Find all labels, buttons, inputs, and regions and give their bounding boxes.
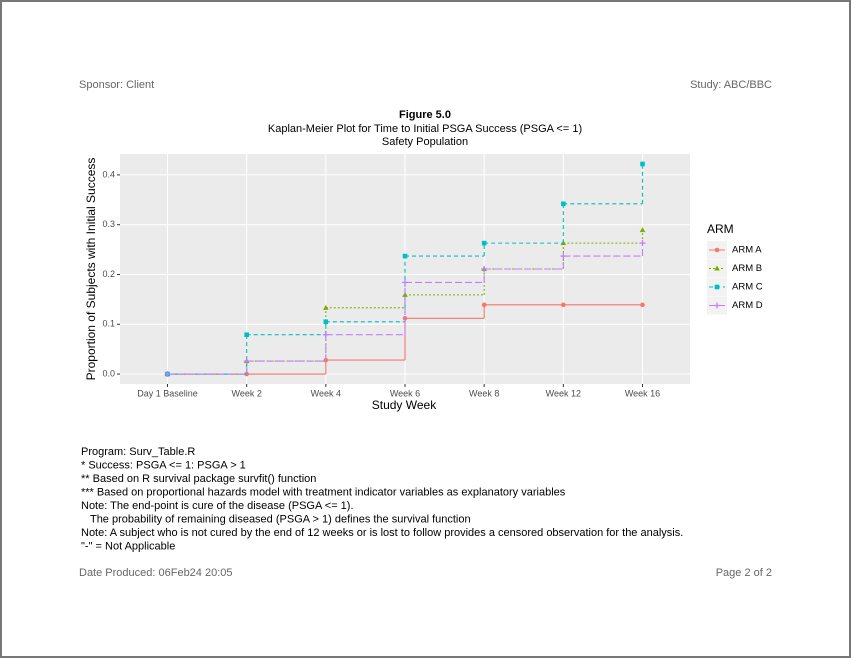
note: Note: A subject who is not cured by the … xyxy=(81,527,683,539)
point xyxy=(640,161,645,167)
x-tick-label: Week 4 xyxy=(311,388,341,398)
point xyxy=(322,331,329,338)
chart-population: Safety Population xyxy=(382,136,468,148)
point xyxy=(561,302,566,308)
point xyxy=(323,304,329,310)
legend-label: ARM D xyxy=(732,300,763,311)
x-axis-title: Study Week xyxy=(372,398,437,412)
y-tick-label: 0.0 xyxy=(102,368,115,378)
point xyxy=(402,253,408,259)
x-tick-label: Week 8 xyxy=(469,388,499,398)
legend-label: ARM C xyxy=(732,282,763,293)
point xyxy=(639,227,646,233)
point xyxy=(243,358,250,365)
y-tick-label: 0.4 xyxy=(102,169,115,179)
note: * Success: PSGA <= 1: PSGA > 1 xyxy=(81,459,246,471)
point xyxy=(481,302,487,308)
date-produced: Date Produced: 06Feb24 20:05 xyxy=(79,567,233,579)
point xyxy=(561,201,566,207)
point xyxy=(164,371,171,378)
chart-subtitle: Kaplan-Meier Plot for Time to Initial PS… xyxy=(268,123,582,135)
legend-label: ARM A xyxy=(732,245,762,256)
chart-title: Figure 5.0 xyxy=(399,109,451,121)
note: "-" = Not Applicable xyxy=(81,540,175,552)
point xyxy=(481,266,488,272)
y-tick-label: 0.3 xyxy=(102,219,115,229)
legend-label: ARM B xyxy=(732,263,762,274)
point xyxy=(714,265,720,271)
note: The probability of remaining diseased (P… xyxy=(81,513,471,525)
point xyxy=(244,332,249,338)
note: Program: Surv_Table.R xyxy=(81,446,195,458)
x-tick-label: Week 2 xyxy=(231,388,261,398)
note: *** Based on proportional hazards model … xyxy=(81,486,566,498)
note: ** Based on R survival package survfit()… xyxy=(81,473,316,485)
page-number: Page 2 of 2 xyxy=(716,567,772,579)
point xyxy=(560,253,567,260)
point xyxy=(323,319,329,325)
point xyxy=(402,279,408,286)
x-tick-label: Day 1 Baseline xyxy=(137,388,198,398)
point xyxy=(639,240,646,247)
point xyxy=(714,302,720,309)
point xyxy=(714,284,720,290)
note: Note: The end-point is cure of the disea… xyxy=(81,500,354,512)
y-tick-label: 0.2 xyxy=(102,269,115,279)
point xyxy=(714,247,720,253)
y-axis-title: Proportion of Subjects with Initial Succ… xyxy=(84,158,98,381)
legend-title: ARM xyxy=(707,222,734,236)
point xyxy=(481,240,487,246)
x-tick-label: Week 12 xyxy=(546,388,581,398)
x-tick-label: Week 6 xyxy=(390,388,420,398)
sponsor: Sponsor: Client xyxy=(79,79,154,91)
study: Study: ABC/BBC xyxy=(690,79,772,91)
point xyxy=(640,302,645,308)
x-tick-label: Week 16 xyxy=(625,388,660,398)
y-tick-label: 0.1 xyxy=(102,319,115,329)
